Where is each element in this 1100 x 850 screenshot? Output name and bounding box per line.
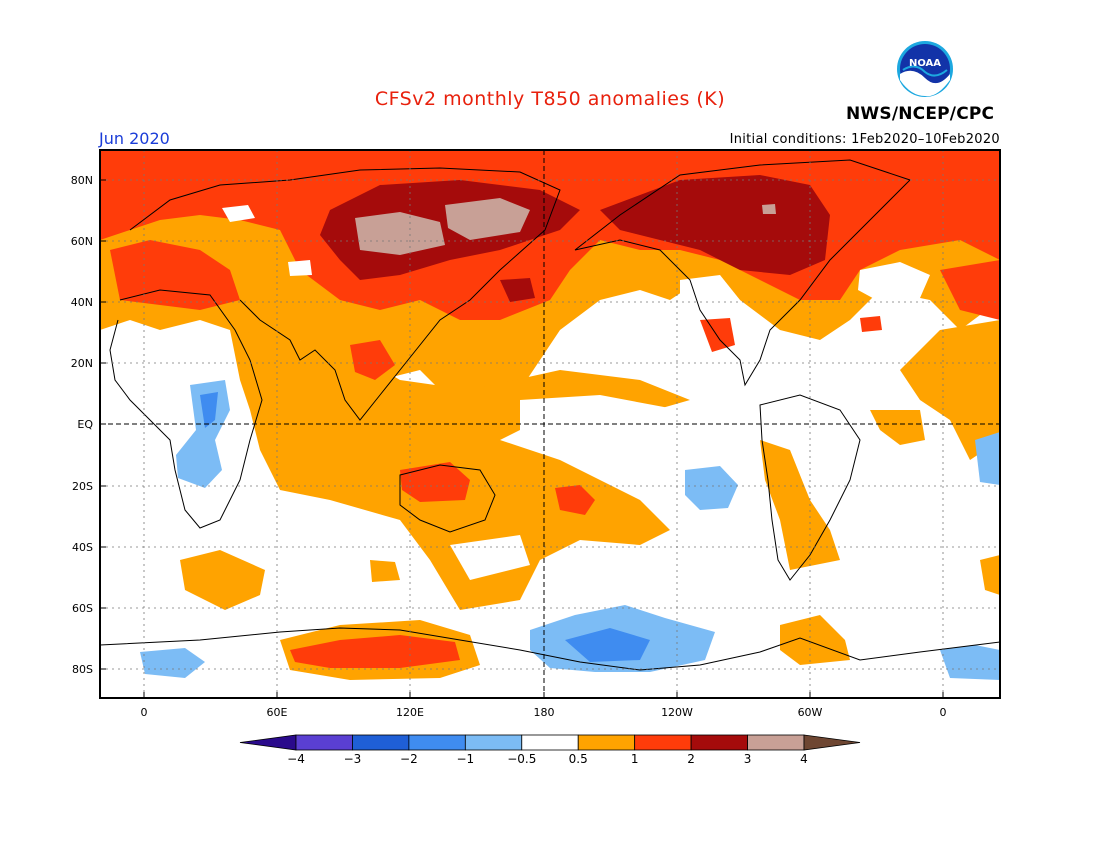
coastline-australia (399, 464, 496, 533)
anomaly-region (870, 410, 925, 445)
colorbar-label: 2 (687, 752, 695, 766)
anomaly-region (200, 392, 218, 428)
colorbar-label: 0.5 (569, 752, 588, 766)
colorbar-label: −0.5 (507, 752, 536, 766)
coastline-africa-europe (109, 289, 263, 529)
y-tick-label: 60N (71, 235, 93, 248)
coastline-eurasia (129, 167, 561, 421)
chart-title: CFSv2 monthly T850 anomalies (K) (374, 88, 726, 110)
y-tick-label: 80N (71, 174, 93, 187)
colorbar-label: −4 (287, 752, 305, 766)
anomaly-region (565, 628, 650, 662)
x-tick-label: 0 (141, 706, 148, 719)
anomaly-region (860, 316, 882, 332)
anomaly-region (940, 645, 1000, 680)
y-tick-label: 40S (72, 541, 93, 554)
agency-label: NWS/NCEP/CPC (846, 104, 995, 124)
anomaly-region (762, 204, 776, 214)
colorbar-label: −3 (344, 752, 362, 766)
coastline-south-america (759, 394, 861, 581)
colorbar: −4 −3 −2 −1 −0.5 0.5 1 2 3 4 (239, 734, 861, 766)
x-tick-label: 0 (940, 706, 947, 719)
y-tick-label: 80S (72, 663, 93, 676)
forecast-month: Jun 2020 (99, 129, 170, 148)
anomaly-region (180, 550, 265, 610)
anomaly-region (858, 262, 930, 302)
anomaly-region (290, 635, 460, 668)
colorbar-label: 3 (744, 752, 752, 766)
noaa-logo-text: NOAA (909, 58, 941, 69)
anomaly-region (685, 466, 738, 510)
initial-conditions: Initial conditions: 1Feb2020–10Feb2020 (729, 132, 1000, 147)
x-ticks (143, 692, 944, 698)
colorbar-swatch (577, 734, 636, 751)
colorbar-swatch (464, 734, 523, 751)
anomaly-region (370, 560, 400, 582)
anomaly-region (445, 198, 530, 240)
colorbar-swatch (521, 734, 579, 751)
anomaly-region (355, 212, 445, 255)
anomaly-region (700, 318, 735, 352)
anomaly-region (176, 380, 230, 488)
anomaly-region (500, 278, 535, 302)
y-tick-labels: 80N 60N 40N 20N EQ 20S 40S 60S 80S (71, 174, 94, 676)
colorbar-label: −1 (456, 752, 474, 766)
anomaly-region (555, 485, 595, 515)
anomaly-region (940, 260, 1000, 320)
colorbar-swatch (408, 734, 466, 751)
colorbar-swatch (634, 734, 692, 751)
anomaly-region (450, 535, 530, 580)
anomaly-region (680, 275, 740, 318)
colorbar-label: 1 (631, 752, 639, 766)
anomaly-region (350, 340, 395, 380)
colorbar-swatch (803, 734, 861, 751)
coastline-antarctica (100, 627, 1000, 671)
y-tick-label: 20S (72, 480, 93, 493)
y-tick-label: EQ (77, 418, 93, 431)
coastline-north-america (574, 159, 911, 387)
anomaly-region (975, 432, 1000, 485)
colorbar-swatch (295, 734, 353, 751)
x-tick-label: 60W (798, 706, 823, 719)
x-tick-label: 120W (661, 706, 693, 719)
colorbar-label: 4 (800, 752, 808, 766)
y-tick-label: 60S (72, 602, 93, 615)
anomaly-region (400, 462, 470, 502)
anomaly-region (288, 260, 312, 276)
y-tick-label: 40N (71, 296, 93, 309)
anomaly-region (140, 648, 205, 678)
anomaly-region (900, 320, 1000, 460)
x-tick-label: 180 (534, 706, 555, 719)
y-ticks (100, 179, 106, 670)
noaa-logo: NOAA (897, 41, 953, 97)
y-tick-label: 20N (71, 357, 93, 370)
anomaly-region (520, 395, 700, 470)
coastlines (100, 159, 1000, 671)
x-tick-label: 120E (396, 706, 424, 719)
colorbar-label: −2 (400, 752, 418, 766)
colorbar-swatch (690, 734, 748, 751)
x-tick-labels: 0 60E 120E 180 120W 60W 0 (141, 706, 947, 719)
colorbar-swatch (747, 734, 805, 751)
anomaly-region (110, 240, 240, 310)
anomaly-region (780, 615, 850, 665)
anomaly-region (600, 175, 830, 275)
colorbar-swatch (352, 734, 410, 751)
anomaly-region (600, 335, 680, 370)
x-tick-label: 60E (267, 706, 288, 719)
anomaly-region (222, 205, 255, 222)
colorbar-swatch (239, 734, 297, 751)
grid-lines (100, 150, 1000, 698)
anomaly-region (980, 555, 1000, 595)
